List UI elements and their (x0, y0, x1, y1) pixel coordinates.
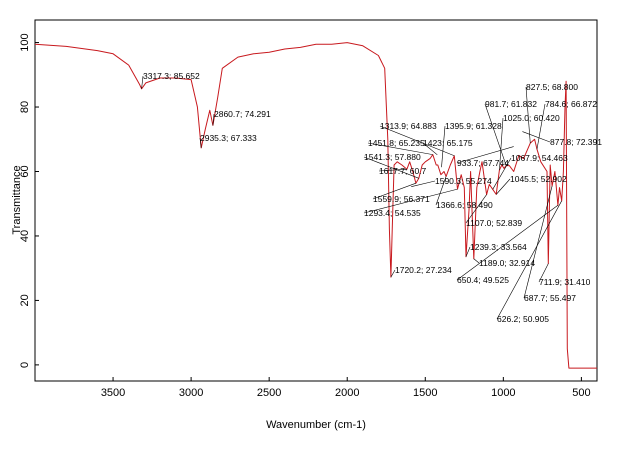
x-axis-title: Wavenumber (cm-1) (266, 419, 366, 431)
annotation-leader (435, 176, 447, 206)
x-tick-label: 500 (572, 387, 590, 399)
y-axis: 0 20 40 60 80 100 (19, 33, 39, 368)
y-tick-label: 0 (19, 362, 31, 368)
spectrum-line (34, 42, 597, 369)
peak-annotation: 877.8; 72.391 (550, 137, 602, 147)
annotation-leader (141, 75, 144, 89)
x-tick-label: 3000 (179, 387, 203, 399)
plot-frame (34, 19, 598, 382)
peak-annotation: 1067.9; 54.463 (511, 153, 568, 163)
annotation-leader (525, 86, 531, 144)
y-axis-title: Transmittance (11, 165, 23, 234)
annotation-leader (212, 113, 215, 126)
peak-annotation: 1045.5; 52.902 (510, 174, 567, 184)
peak-annotation: 626.2; 50.905 (497, 314, 549, 324)
y-tick-label: 60 (19, 165, 31, 177)
peak-annotation: 1189.0; 32.914 (479, 258, 535, 268)
annotation-leader (378, 168, 407, 172)
y-tick-label: 40 (19, 230, 31, 242)
annotation-leader (473, 258, 480, 264)
peak-annotation: 827.5; 68.800 (526, 82, 578, 92)
peak-annotation: 1313.9; 64.883 (380, 121, 437, 131)
annotation-leader (536, 103, 546, 150)
peak-annotation: 1423; 65.175 (423, 138, 473, 148)
annotation-leader (538, 263, 549, 283)
annotation-leader (372, 182, 417, 200)
annotation-leader (522, 131, 551, 143)
series-layer (34, 42, 597, 369)
annotation-leader (465, 246, 471, 257)
annotation-leader (492, 157, 512, 190)
peak-annotation: 687.7; 55.497 (524, 293, 576, 303)
peak-annotation: 650.4; 49.525 (457, 275, 509, 285)
annotation-leader (422, 142, 438, 156)
peak-annotation: 3317.3; 85.652 (143, 71, 200, 81)
x-tick-label: 1500 (413, 387, 437, 399)
annotation-layer: 3317.3; 85.652 2860.7; 74.291 2935.3; 67.3… (141, 71, 602, 324)
x-axis: 3500 3000 2500 2000 1500 1000 500 (101, 377, 591, 399)
annotation-leader (496, 200, 562, 320)
annotation-leader (484, 103, 507, 166)
annotation-leader (456, 205, 559, 281)
peak-annotation: 981.7; 61.832 (485, 99, 537, 109)
x-tick-label: 2000 (335, 387, 359, 399)
peak-annotation: 784.6; 66.872 (545, 99, 597, 109)
peak-annotation: 1720.2; 27.234 (395, 265, 452, 275)
peak-annotation: 1395.9; 61.328 (445, 121, 502, 131)
annotation-leader (441, 125, 446, 168)
annotation-leader (363, 156, 419, 179)
peak-annotation: 933.7; 67.744 (457, 158, 509, 168)
y-tick-label: 20 (19, 294, 31, 306)
annotation-leader (199, 137, 202, 148)
annotation-leader (367, 142, 433, 155)
annotation-leader (379, 125, 455, 157)
annotation-leader (523, 185, 553, 299)
peak-annotation: 1541.3; 57.880 (364, 152, 421, 162)
peak-annotation: 1617.7; 60.7 (379, 166, 427, 176)
annotation-leader (456, 146, 514, 164)
y-tick-label: 80 (19, 101, 31, 113)
annotation-leader (390, 269, 396, 278)
x-tick-label: 2500 (257, 387, 281, 399)
peak-annotation: 1107.0; 52.839 (466, 218, 522, 228)
y-tick-label: 100 (19, 33, 31, 51)
peak-annotation: 1451.8; 65.235 (368, 138, 425, 148)
annotation-leader (496, 178, 511, 195)
peak-annotation: 1025.0; 60.420 (503, 113, 560, 123)
peak-annotation: 1590.3; 55.274 (435, 176, 492, 186)
x-tick-label: 3500 (101, 387, 125, 399)
annotation-leader (363, 188, 458, 214)
annotation-leader (465, 194, 487, 224)
peak-annotation: 2860.7; 74.291 (214, 109, 271, 119)
x-tick-label: 1000 (491, 387, 515, 399)
peak-annotation: 1366.6; 58.490 (436, 200, 493, 210)
peak-annotation: 1559.9; 56.371 (373, 194, 430, 204)
peak-annotation: 711.9; 31.410 (539, 277, 591, 287)
annotation-leader (411, 180, 436, 188)
peak-annotation: 2935.3; 67.333 (200, 133, 257, 143)
peak-annotation: 1293.4; 54.535 (364, 208, 421, 218)
annotation-leader (499, 117, 504, 171)
peak-annotation: 1239.3; 33.564 (470, 242, 527, 252)
